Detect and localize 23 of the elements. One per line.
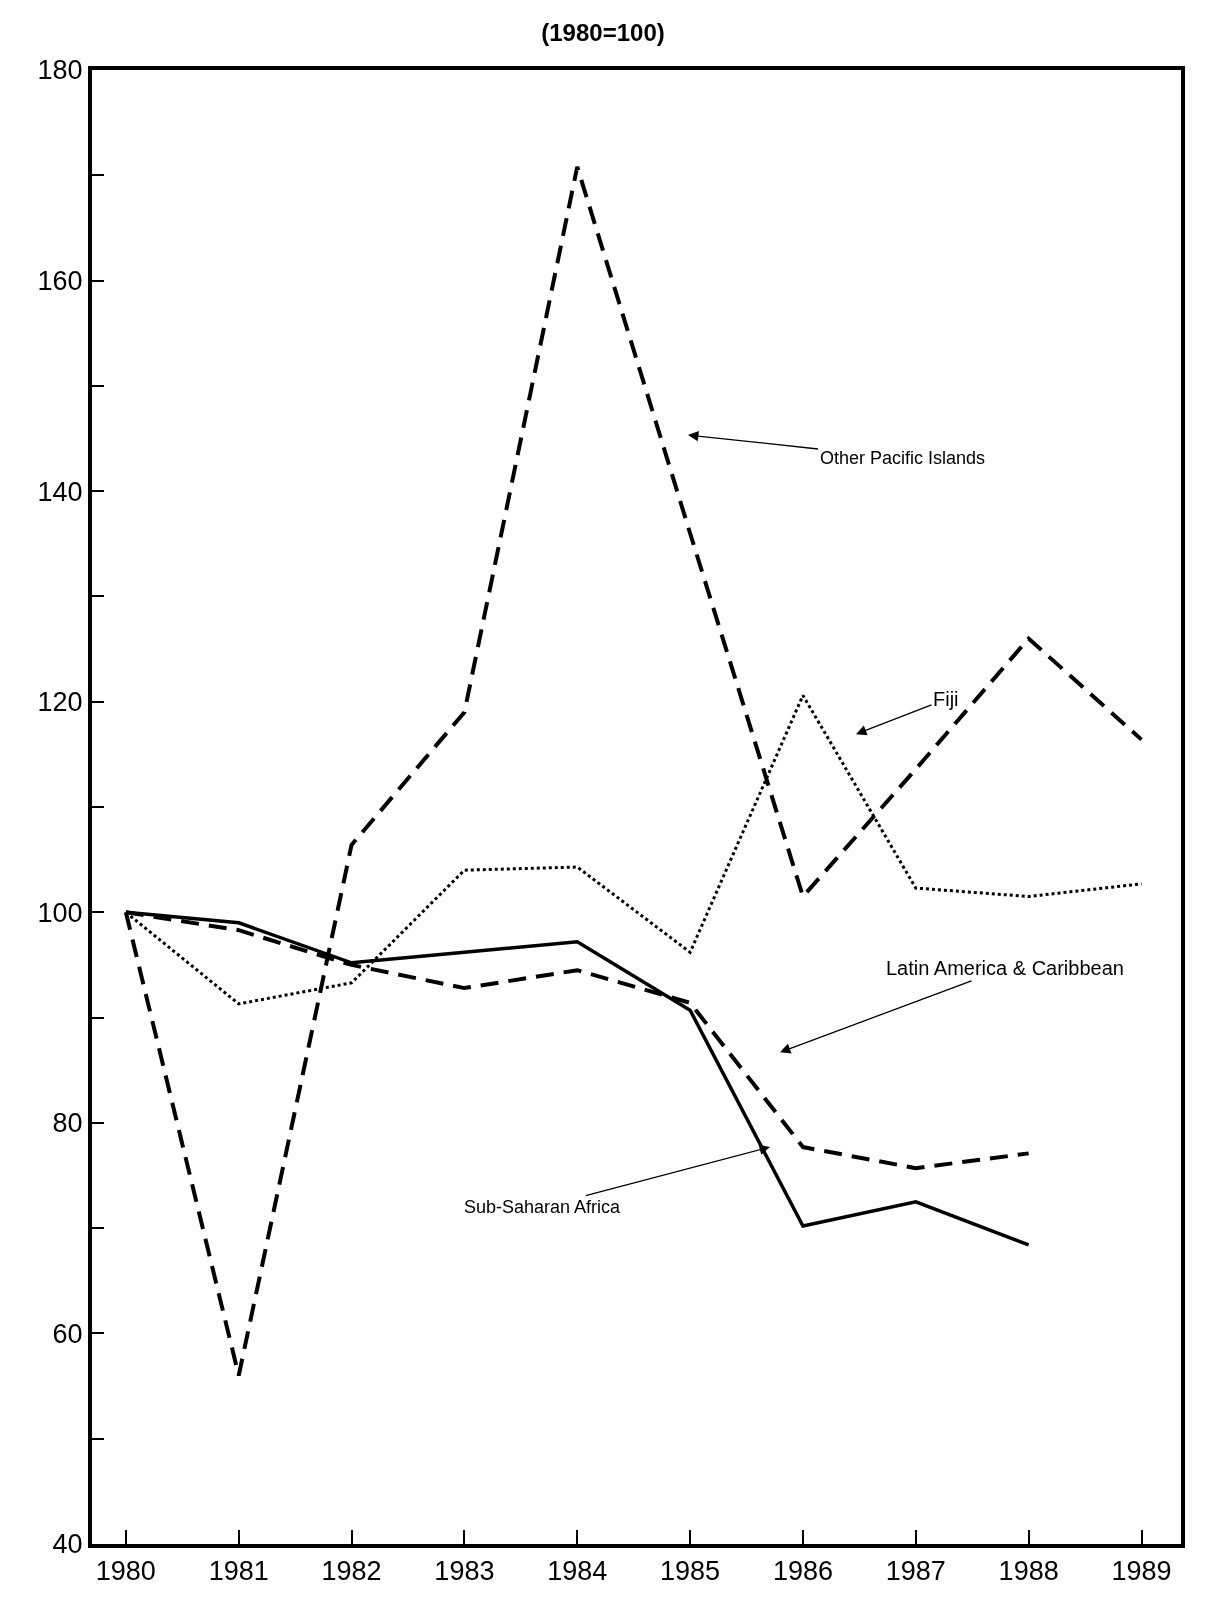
x-tick-label: 1989 (1111, 1556, 1172, 1587)
y-tick-label: 40 (52, 1529, 83, 1560)
y-tick-label: 160 (37, 266, 83, 297)
annotation: Fiji (933, 688, 959, 710)
y-tick-label: 100 (37, 897, 83, 928)
annotation: Latin America & Caribbean (886, 957, 1124, 979)
x-tick-label: 1987 (885, 1556, 946, 1587)
annotation: Other Pacific Islands (820, 448, 986, 468)
x-tick-label: 1982 (321, 1556, 382, 1587)
x-tick-label: 1985 (660, 1556, 721, 1587)
x-tick-label: 1983 (434, 1556, 495, 1587)
y-tick-label: 80 (52, 1108, 83, 1139)
y-tick-label: 60 (52, 1318, 83, 1349)
y-tick-label: 180 (37, 55, 83, 86)
x-tick-label: 1980 (95, 1556, 156, 1587)
y-tick-label: 140 (37, 476, 83, 507)
x-tick-label: 1986 (772, 1556, 833, 1587)
x-tick-label: 1988 (998, 1556, 1059, 1587)
x-tick-label: 1984 (547, 1556, 608, 1587)
y-tick-label: 120 (37, 687, 83, 718)
x-tick-label: 1981 (208, 1556, 269, 1587)
annotation: Sub-Saharan Africa (464, 1197, 622, 1217)
chart-title: (1980=100) (541, 18, 665, 46)
